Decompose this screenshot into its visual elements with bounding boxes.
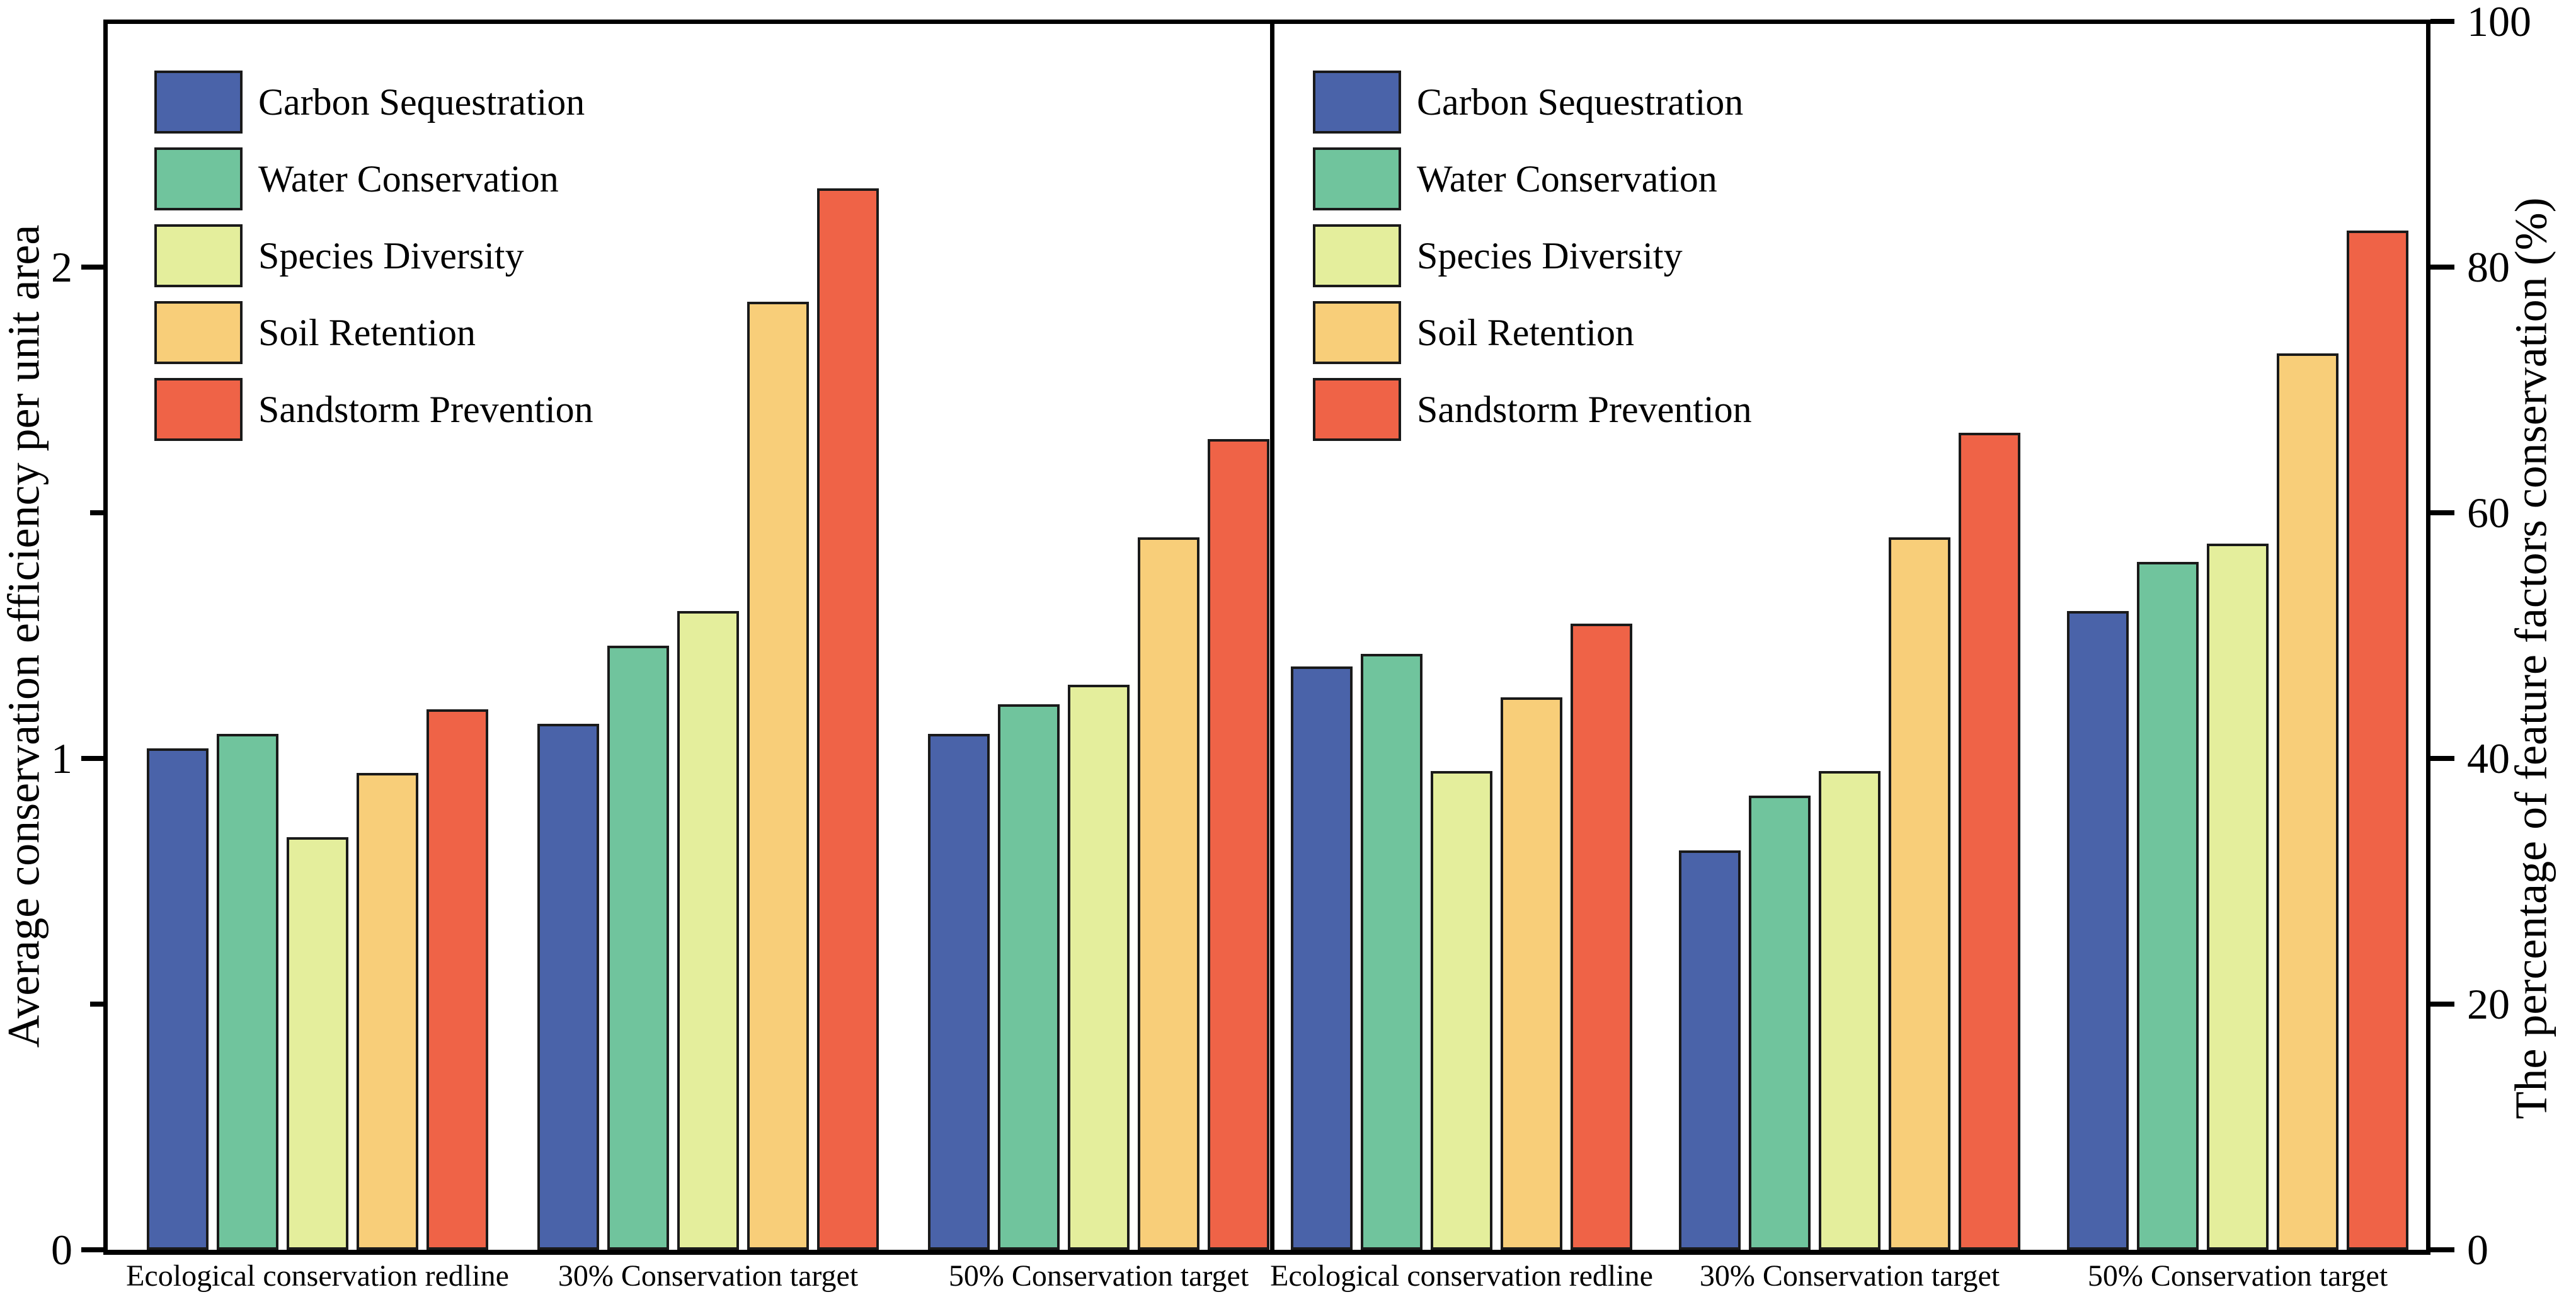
- y-axis-right: [2426, 20, 2430, 1255]
- y-tick-label: 60: [2467, 489, 2510, 537]
- y-major-tick: [81, 1247, 105, 1252]
- y-tick-label: 0: [2467, 1226, 2488, 1274]
- legend-swatch: [1313, 147, 1401, 210]
- legend-swatch: [1313, 224, 1401, 287]
- legend-swatch: [154, 71, 243, 134]
- bar: [1749, 795, 1811, 1250]
- bar: [147, 748, 209, 1250]
- bar: [1571, 623, 1632, 1250]
- bar: [928, 734, 990, 1250]
- y-tick-label: 40: [2467, 735, 2510, 782]
- legend-swatch: [1313, 301, 1401, 364]
- legend-swatch: [154, 378, 243, 441]
- legend-swatch: [154, 224, 243, 287]
- bar: [677, 611, 739, 1250]
- legend-label: Sandstorm Prevention: [1417, 389, 1752, 430]
- y-major-tick: [2430, 265, 2454, 270]
- legend-swatch: [154, 301, 243, 364]
- bar: [537, 724, 599, 1250]
- y-major-tick: [2430, 19, 2454, 24]
- x-axis: [103, 1250, 2430, 1255]
- bar: [357, 773, 418, 1250]
- bar: [1138, 537, 1199, 1250]
- y-minor-tick: [90, 510, 105, 515]
- legend-label: Water Conservation: [1417, 158, 1717, 200]
- legend-label: Carbon Sequestration: [1417, 81, 1744, 123]
- bar: [2277, 353, 2338, 1250]
- bar: [1819, 770, 1880, 1250]
- legend-label: Water Conservation: [258, 158, 559, 200]
- x-category-label: 30% Conservation target: [1699, 1259, 2000, 1293]
- legend-label: Carbon Sequestration: [258, 81, 585, 123]
- bar: [2207, 543, 2269, 1250]
- panel-divider: [1270, 20, 1274, 1255]
- bar: [607, 645, 669, 1250]
- legend-swatch: [154, 147, 243, 210]
- y-major-tick: [2430, 1247, 2454, 1252]
- bar: [1068, 685, 1130, 1250]
- y-tick-label: 2: [51, 243, 72, 291]
- bar: [817, 188, 879, 1250]
- x-category-label: 50% Conservation target: [948, 1259, 1249, 1293]
- bar: [1208, 439, 1269, 1250]
- bar: [1361, 654, 1423, 1250]
- y-minor-tick: [90, 1002, 105, 1007]
- bar: [747, 301, 809, 1250]
- bar: [2347, 230, 2408, 1250]
- legend-swatch: [1313, 378, 1401, 441]
- bar: [1959, 433, 2020, 1250]
- legend-label: Soil Retention: [258, 312, 476, 353]
- y-major-tick: [2430, 756, 2454, 761]
- legend-label: Species Diversity: [1417, 235, 1683, 277]
- bar: [2137, 562, 2199, 1250]
- x-category-label: Ecological conservation redline: [126, 1259, 509, 1293]
- y-tick-label: 20: [2467, 980, 2510, 1028]
- bar: [1889, 537, 1950, 1250]
- bar: [217, 734, 278, 1250]
- bar: [1679, 850, 1741, 1250]
- legend-label: Sandstorm Prevention: [258, 389, 593, 430]
- x-category-label: Ecological conservation redline: [1270, 1259, 1653, 1293]
- x-category-label: 30% Conservation target: [558, 1259, 859, 1293]
- y-tick-label: 1: [51, 735, 72, 782]
- bar: [426, 709, 488, 1250]
- bar: [287, 837, 348, 1250]
- y-tick-label: 0: [51, 1226, 72, 1274]
- y-major-tick: [81, 756, 105, 761]
- bar: [2067, 611, 2129, 1250]
- y-major-tick: [2430, 510, 2454, 515]
- y-tick-label: 100: [2467, 0, 2531, 45]
- left-y-axis-label: Average conservation efficiency per unit…: [0, 224, 49, 1048]
- bar: [998, 704, 1060, 1250]
- legend-label: Soil Retention: [1417, 312, 1634, 353]
- y-tick-label: 80: [2467, 243, 2510, 291]
- legend-swatch: [1313, 71, 1401, 134]
- legend-label: Species Diversity: [258, 235, 524, 277]
- x-category-label: 50% Conservation target: [2087, 1259, 2388, 1293]
- y-major-tick: [2430, 1002, 2454, 1007]
- top-spine: [103, 20, 2430, 24]
- bar: [1501, 697, 1562, 1250]
- y-major-tick: [81, 265, 105, 270]
- bar: [1291, 666, 1353, 1250]
- bar: [1431, 770, 1492, 1250]
- y-axis-left: [103, 20, 108, 1255]
